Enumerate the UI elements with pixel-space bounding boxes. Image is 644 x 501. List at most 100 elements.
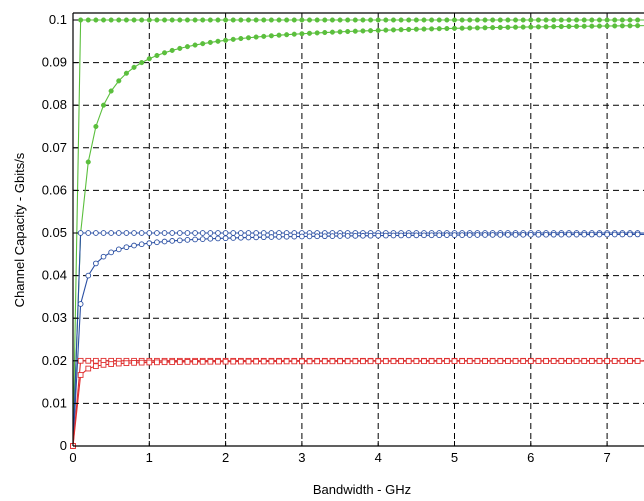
data-point bbox=[85, 272, 92, 279]
data-point bbox=[184, 230, 191, 236]
data-point bbox=[321, 233, 328, 240]
data-point bbox=[497, 24, 503, 31]
grid bbox=[73, 13, 644, 446]
data-point bbox=[123, 244, 130, 251]
data-point bbox=[566, 23, 572, 30]
data-point bbox=[375, 232, 382, 239]
data-point bbox=[543, 17, 549, 23]
data-point bbox=[77, 301, 84, 307]
data-point bbox=[116, 17, 122, 23]
data-point bbox=[459, 358, 465, 364]
data-point bbox=[634, 358, 641, 364]
data-point bbox=[474, 232, 481, 238]
data-point bbox=[85, 230, 92, 236]
data-point bbox=[261, 17, 267, 23]
data-point bbox=[459, 17, 465, 23]
data-point bbox=[337, 233, 343, 239]
data-point bbox=[131, 360, 137, 366]
y-tick-label: 0.03 bbox=[42, 310, 67, 325]
data-point bbox=[176, 359, 183, 365]
data-point bbox=[115, 246, 122, 253]
y-tick-label: 0.05 bbox=[42, 225, 67, 240]
data-point bbox=[245, 17, 252, 23]
y-tick-label: 0.07 bbox=[42, 140, 67, 155]
data-point bbox=[161, 359, 168, 366]
data-point bbox=[581, 17, 587, 23]
data-point bbox=[154, 359, 160, 366]
data-point bbox=[177, 45, 183, 51]
series-line bbox=[72, 25, 644, 447]
x-tick-label: 7 bbox=[603, 450, 610, 465]
data-point bbox=[467, 17, 473, 23]
data-point bbox=[108, 17, 114, 23]
series-layer bbox=[70, 17, 644, 449]
data-point bbox=[93, 123, 99, 130]
data-point bbox=[100, 362, 107, 368]
data-point bbox=[268, 234, 275, 240]
data-point bbox=[596, 23, 603, 29]
data-point bbox=[177, 17, 183, 23]
data-point bbox=[497, 17, 503, 23]
data-point bbox=[253, 17, 259, 23]
data-point bbox=[596, 231, 603, 238]
data-point bbox=[162, 50, 168, 56]
series-line bbox=[72, 233, 644, 447]
data-point bbox=[474, 25, 480, 31]
data-point bbox=[627, 231, 633, 238]
data-point bbox=[222, 230, 229, 236]
data-point bbox=[360, 17, 366, 23]
data-point bbox=[558, 17, 564, 23]
data-point bbox=[284, 17, 290, 23]
data-point bbox=[627, 23, 633, 29]
data-point bbox=[169, 47, 175, 53]
data-point bbox=[222, 358, 229, 365]
data-point bbox=[344, 233, 351, 239]
data-point bbox=[421, 26, 427, 32]
data-point bbox=[268, 358, 275, 365]
data-point bbox=[200, 17, 206, 23]
data-point bbox=[612, 23, 618, 29]
data-point bbox=[413, 26, 419, 32]
series-line bbox=[72, 360, 644, 447]
data-point bbox=[215, 230, 221, 236]
series-5 bbox=[70, 358, 644, 449]
data-point bbox=[108, 361, 115, 367]
data-point bbox=[276, 358, 282, 365]
data-point bbox=[123, 230, 130, 236]
data-point bbox=[390, 17, 397, 23]
data-point bbox=[574, 17, 580, 23]
data-point bbox=[238, 35, 244, 42]
x-axis-label: Bandwidth - GHz bbox=[313, 482, 411, 497]
data-point bbox=[138, 359, 145, 366]
data-point bbox=[413, 17, 419, 23]
data-point bbox=[322, 29, 328, 36]
data-point bbox=[390, 27, 397, 33]
data-point bbox=[329, 358, 336, 365]
x-tick-label: 3 bbox=[298, 450, 305, 465]
data-point bbox=[634, 231, 641, 238]
data-point bbox=[574, 23, 580, 29]
data-point bbox=[192, 42, 198, 48]
data-point bbox=[268, 33, 274, 39]
data-point bbox=[627, 17, 633, 23]
data-point bbox=[551, 17, 557, 23]
data-point bbox=[215, 358, 221, 365]
data-point bbox=[444, 232, 450, 239]
data-point bbox=[360, 358, 366, 365]
data-point bbox=[131, 64, 137, 70]
data-point bbox=[337, 29, 343, 35]
data-point bbox=[276, 32, 282, 38]
series-line bbox=[72, 19, 644, 447]
y-tick-label: 0 bbox=[60, 438, 67, 453]
data-point bbox=[566, 358, 572, 364]
data-point bbox=[77, 357, 84, 364]
data-point bbox=[345, 28, 351, 35]
y-tick-label: 0.06 bbox=[42, 182, 67, 197]
series-0 bbox=[70, 17, 644, 449]
data-point bbox=[413, 358, 420, 365]
data-point bbox=[566, 231, 572, 238]
data-point bbox=[405, 232, 412, 239]
data-point bbox=[635, 17, 641, 23]
data-point bbox=[299, 31, 305, 37]
